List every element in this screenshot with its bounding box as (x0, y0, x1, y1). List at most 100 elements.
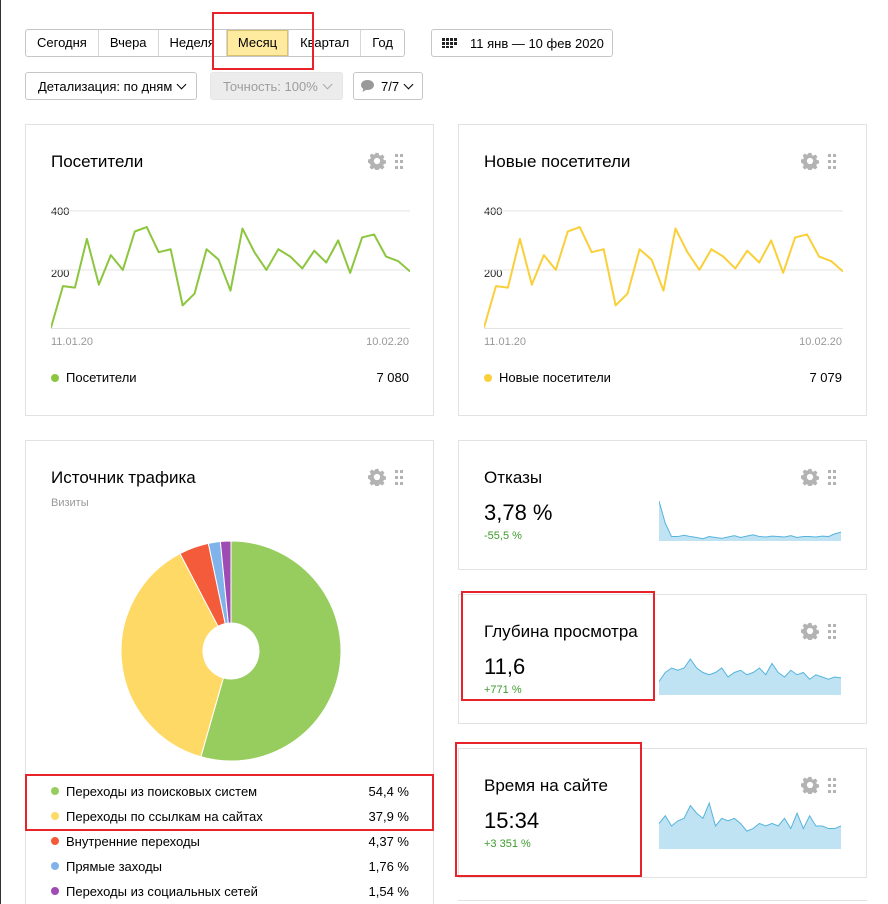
period-month-button[interactable]: Месяц (226, 30, 290, 56)
data-point (770, 239, 772, 242)
drag-handle-icon[interactable] (828, 623, 836, 639)
traffic-source-row[interactable]: Прямые заходы 1,76 % (51, 857, 409, 875)
traffic-pie-chart (120, 540, 342, 762)
data-point (734, 267, 737, 270)
accuracy-dropdown-label: Точность: 100% (223, 78, 318, 94)
drag-handle-icon[interactable] (828, 469, 836, 485)
period-today-button[interactable]: Сегодня (26, 30, 99, 56)
data-point (74, 286, 76, 289)
legend-label: Посетители (66, 370, 137, 385)
legend-dot (51, 373, 59, 382)
data-point (590, 251, 593, 253)
data-point (650, 258, 653, 261)
data-point (385, 255, 387, 258)
detail-dropdown-label: Детализация: по дням (38, 78, 173, 94)
x-tick-end: 10.02.20 (799, 336, 842, 348)
date-range-label: 11 янв — 10 фев 2020 (470, 35, 604, 51)
drag-handle-icon[interactable] (828, 153, 836, 169)
data-point (662, 289, 665, 292)
traffic-source-value: 1,76 % (368, 858, 409, 874)
traffic-source-label: Переходы из поисковых систем (66, 783, 258, 799)
gear-icon[interactable] (368, 468, 386, 486)
chevron-down-icon (403, 79, 414, 89)
data-point (289, 255, 292, 258)
x-tick-start: 11.01.20 (51, 336, 94, 348)
period-yesterday-button[interactable]: Вчера (99, 30, 159, 56)
data-point (325, 261, 328, 264)
gear-icon[interactable] (801, 468, 819, 486)
gear-icon[interactable] (801, 152, 819, 170)
data-point (265, 269, 268, 271)
traffic-source-value: 4,37 % (368, 833, 409, 849)
data-point (51, 326, 52, 329)
highlight-frame-depth (461, 591, 655, 701)
new-visitors-widget: Новые посетители 400 200 11.01.20 10.02.… (458, 124, 867, 416)
data-point (626, 292, 629, 295)
data-point (698, 269, 701, 271)
traffic-source-value: 1,54 % (368, 883, 409, 899)
traffic-source-row[interactable]: Переходы из поисковых систем 54,4 % (51, 782, 409, 800)
data-point (361, 236, 363, 239)
widget-title: Посетители (51, 152, 144, 171)
pie-slice (120, 552, 224, 758)
traffic-source-row[interactable]: Переходы по ссылкам на сайтах 37,9 % (51, 807, 409, 825)
accuracy-dropdown[interactable]: Точность: 100% (210, 72, 343, 100)
data-point (229, 289, 232, 292)
data-point (602, 248, 605, 251)
legend-dot (484, 373, 492, 382)
data-point (686, 251, 689, 253)
traffic-source-row[interactable]: Внутренние переходы 4,37 % (51, 832, 409, 850)
depth-widget: Глубина просмотра 11,6 +771 % (458, 594, 867, 724)
legend-item: Новые посетители (484, 370, 611, 385)
chevron-down-icon (322, 79, 333, 89)
legend-item: Посетители (51, 370, 137, 385)
data-point (193, 292, 196, 295)
data-point (313, 249, 316, 252)
drag-handle-icon[interactable] (828, 777, 836, 793)
y-tick-400: 400 (51, 206, 70, 218)
y-tick-400: 400 (484, 206, 503, 218)
highlight-frame-month (212, 12, 314, 70)
data-point (110, 254, 112, 256)
gear-icon[interactable] (801, 622, 819, 640)
detail-dropdown[interactable]: Детализация: по дням (25, 72, 197, 100)
calendar-icon (442, 38, 457, 48)
data-point (543, 254, 545, 256)
legend-dot (51, 812, 59, 820)
data-point (62, 285, 64, 287)
segments-dropdown[interactable]: 7/7 (353, 72, 423, 100)
date-range-button[interactable]: 11 янв — 10 фев 2020 (431, 29, 613, 57)
data-point (782, 272, 784, 274)
period-switcher: Сегодня Вчера Неделя Месяц Квартал Год (25, 29, 405, 57)
drag-handle-icon[interactable] (395, 153, 403, 169)
data-point (578, 226, 581, 228)
data-point (638, 248, 641, 251)
drag-handle-icon[interactable] (395, 469, 403, 485)
legend-value: 7 080 (376, 370, 409, 385)
metric-value: 11,6 (484, 654, 526, 679)
data-point (397, 260, 399, 262)
data-point (277, 248, 280, 251)
data-point (519, 238, 521, 240)
data-point (484, 326, 485, 329)
time-on-site-widget: Время на сайте 15:34 +3 351 % (458, 748, 867, 878)
period-year-button[interactable]: Год (372, 35, 393, 50)
data-point (746, 249, 749, 252)
period-week-button[interactable]: Неделя (159, 30, 227, 56)
gear-icon[interactable] (368, 152, 386, 170)
y-tick-200: 200 (51, 268, 70, 280)
chevron-down-icon (176, 79, 187, 89)
legend-label: Новые посетители (499, 370, 611, 385)
traffic-source-row[interactable]: Переходы из социальных сетей 1,54 % (51, 882, 409, 900)
widget-title: Новые посетители (484, 152, 631, 171)
legend-value: 7 079 (809, 370, 842, 385)
data-point (181, 304, 184, 307)
data-point (98, 283, 100, 286)
data-point (409, 270, 410, 273)
data-point (614, 304, 617, 307)
x-tick-end: 10.02.20 (366, 336, 409, 348)
legend-dot (51, 787, 59, 795)
series-line (484, 226, 843, 328)
gear-icon[interactable] (801, 776, 819, 794)
widget-controls (801, 622, 836, 640)
